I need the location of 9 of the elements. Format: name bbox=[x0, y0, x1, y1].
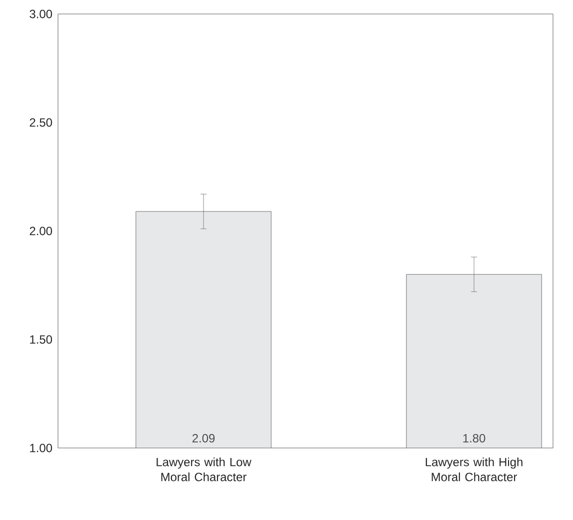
y-tick-label: 1.50 bbox=[30, 335, 52, 344]
x-tick-label: Lawyers with Low Moral Character bbox=[156, 458, 252, 482]
x-tick-label: Lawyers with High Moral Character bbox=[426, 458, 522, 482]
y-tick-label: 1.00 bbox=[30, 444, 52, 452]
y-tick-label: 2.00 bbox=[30, 226, 52, 236]
data-label: 2.09 bbox=[192, 434, 215, 442]
data-label: 1.80 bbox=[463, 434, 486, 442]
y-tick-label: 2.50 bbox=[30, 118, 52, 127]
y-tick-label: 3.00 bbox=[30, 10, 52, 18]
